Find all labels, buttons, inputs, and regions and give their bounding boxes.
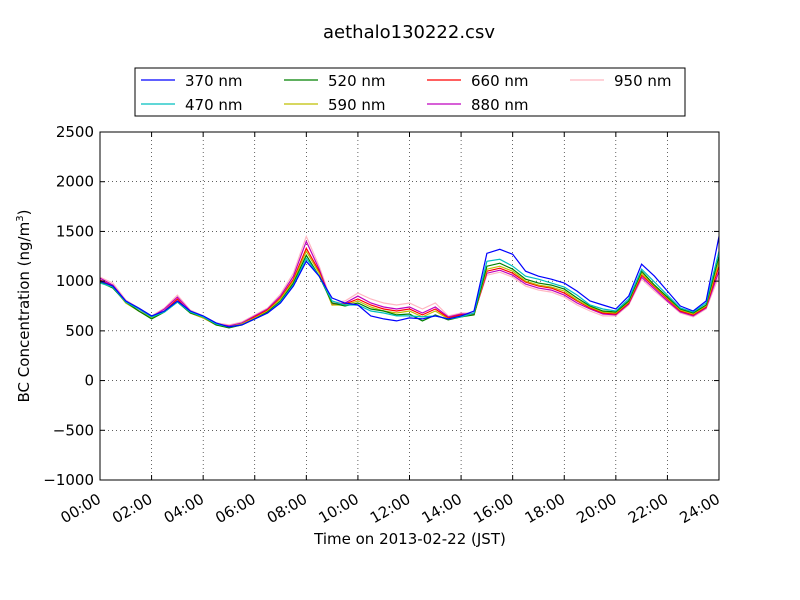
x-axis-title: Time on 2013-02-22 (JST) [313, 530, 506, 548]
x-tick-label: 24:00 [677, 490, 723, 527]
x-tick-label: 00:00 [58, 490, 104, 527]
y-tick-label: −500 [53, 421, 94, 439]
x-tick-label: 14:00 [419, 490, 465, 527]
legend-label: 370 nm [185, 72, 243, 90]
x-tick-label: 02:00 [109, 490, 155, 527]
series-line-520-nm [99, 254, 720, 329]
legend-label: 950 nm [614, 72, 672, 90]
legend-label: 660 nm [471, 72, 529, 90]
y-tick-labels: −1000 −500 0 500 1000 1500 2000 2500 [43, 123, 94, 489]
series-line-590-nm [99, 249, 720, 328]
y-tick-label: −1000 [43, 471, 94, 489]
y-tick-label: 500 [65, 322, 94, 340]
x-tick-label: 20:00 [573, 490, 619, 527]
y-axis-title-close: ) [15, 210, 33, 216]
x-tick-labels: 00:00 02:00 04:00 06:00 08:00 10:00 12:00 14:00… [58, 490, 723, 527]
legend: 370 nm 470 nm 520 nm 590 nm 660 nm 880 nm 950 … [134, 67, 686, 117]
y-axis-title-sup: 3 [15, 215, 26, 221]
y-tick-label: 2500 [56, 123, 94, 141]
series-line-470-nm [99, 251, 720, 328]
series-lines [99, 234, 720, 329]
y-tick-label: 1000 [56, 272, 94, 290]
x-tick-label: 16:00 [470, 490, 516, 527]
legend-label: 520 nm [328, 72, 386, 90]
legend-label: 590 nm [328, 96, 386, 114]
y-axis-title-main: BC Concentration (ng/m [15, 222, 33, 403]
legend-box [134, 67, 686, 117]
legend-label: 470 nm [185, 96, 243, 114]
x-tick-label: 08:00 [264, 490, 310, 527]
x-tick-label: 22:00 [625, 490, 671, 527]
y-tick-label: 0 [84, 372, 94, 390]
x-tick-label: 06:00 [212, 490, 258, 527]
x-tick-label: 04:00 [161, 490, 207, 527]
x-tick-label: 18:00 [522, 490, 568, 527]
chart-title: aethalo130222.csv [323, 22, 495, 43]
series-line-370-nm [99, 236, 720, 328]
axis-ticks [99, 131, 720, 481]
y-tick-label: 2000 [56, 173, 94, 191]
legend-label: 880 nm [471, 96, 529, 114]
x-tick-label: 10:00 [315, 490, 361, 527]
y-tick-label: 1500 [56, 222, 94, 240]
x-tick-label: 12:00 [367, 490, 413, 527]
y-axis-title: BC Concentration (ng/m3) [15, 210, 33, 403]
